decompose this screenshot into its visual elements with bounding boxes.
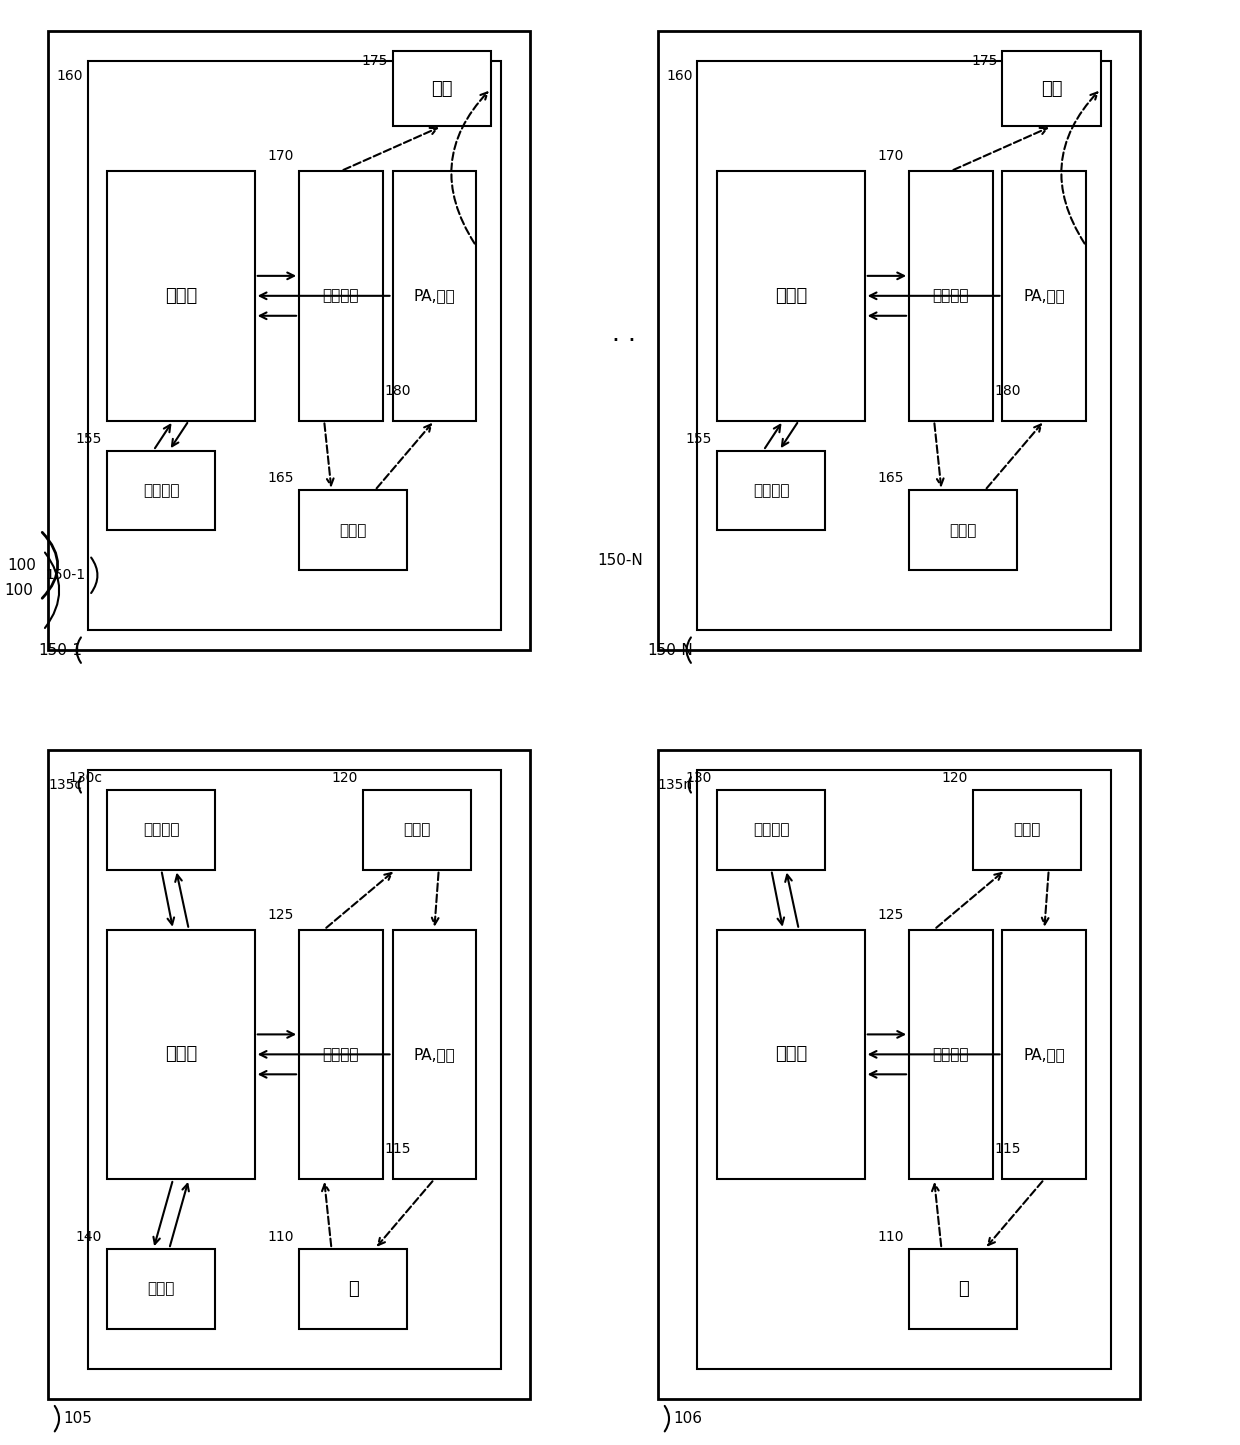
Text: 105: 105 (63, 1412, 92, 1426)
Bar (107, 790, 216, 870)
Text: 状态开关: 状态开关 (322, 1046, 360, 1062)
Text: 谐振器: 谐振器 (950, 523, 977, 538)
Bar (717, 790, 826, 870)
Text: 155: 155 (76, 432, 102, 445)
Text: 100: 100 (5, 582, 33, 598)
Bar (697, 770, 1111, 1368)
Text: PA,匹配: PA,匹配 (413, 1046, 455, 1062)
Text: 谐振器: 谐振器 (340, 523, 367, 538)
Bar (697, 61, 1111, 630)
Text: 150-1: 150-1 (38, 643, 83, 657)
Text: 160: 160 (56, 69, 83, 84)
Text: 150-N: 150-N (647, 643, 693, 657)
Bar (107, 1248, 216, 1329)
Text: 155: 155 (686, 432, 712, 445)
Text: 150-1: 150-1 (46, 568, 86, 582)
Text: 140: 140 (76, 1230, 102, 1244)
Text: 存储器: 存储器 (148, 1282, 175, 1296)
Text: 130: 130 (686, 770, 712, 785)
Bar (107, 171, 254, 420)
Bar (88, 770, 501, 1368)
Bar (1002, 929, 1086, 1179)
Text: 控制器: 控制器 (775, 1045, 807, 1064)
Bar (88, 61, 501, 630)
Text: 控制器: 控制器 (165, 1045, 197, 1064)
Bar (973, 790, 1081, 870)
Text: 状态开关: 状态开关 (932, 289, 970, 303)
Text: 106: 106 (673, 1412, 702, 1426)
Bar (299, 929, 383, 1179)
Bar (1002, 171, 1086, 420)
Text: 谐振器: 谐振器 (1013, 822, 1040, 837)
Text: 通信单元: 通信单元 (143, 822, 180, 837)
Text: 135c: 135c (48, 777, 83, 792)
Text: 180: 180 (384, 383, 412, 397)
Text: · ·: · · (611, 328, 636, 353)
Text: 110: 110 (268, 1230, 294, 1244)
Bar (1002, 51, 1101, 126)
Text: 125: 125 (268, 907, 294, 922)
Text: 状态开关: 状态开关 (322, 289, 360, 303)
Text: PA,匹配: PA,匹配 (1023, 289, 1065, 303)
Bar (48, 32, 531, 650)
Bar (658, 750, 1141, 1399)
Bar (393, 171, 476, 420)
Bar (107, 451, 216, 530)
Text: 160: 160 (666, 69, 693, 84)
Text: 165: 165 (268, 471, 294, 486)
Text: 120: 120 (941, 770, 968, 785)
Text: 控制器: 控制器 (775, 286, 807, 305)
Bar (299, 171, 383, 420)
Text: 170: 170 (268, 149, 294, 163)
Bar (717, 451, 826, 530)
Bar (393, 51, 491, 126)
Text: 175: 175 (971, 55, 997, 68)
Text: 150-N: 150-N (598, 553, 644, 568)
Text: 180: 180 (994, 383, 1021, 397)
Bar (717, 929, 864, 1179)
Text: 125: 125 (878, 907, 904, 922)
Text: 源: 源 (347, 1280, 358, 1298)
Text: PA,匹配: PA,匹配 (1023, 1046, 1065, 1062)
Text: 110: 110 (878, 1230, 904, 1244)
Text: 165: 165 (878, 471, 904, 486)
Bar (909, 490, 1017, 571)
Text: 130c: 130c (68, 770, 102, 785)
Text: 谐振器: 谐振器 (403, 822, 430, 837)
Bar (909, 929, 993, 1179)
Text: 通信单元: 通信单元 (753, 822, 790, 837)
Text: 负载: 负载 (1040, 79, 1063, 98)
Text: 115: 115 (384, 1142, 412, 1156)
Text: 控制器: 控制器 (165, 286, 197, 305)
Bar (393, 929, 476, 1179)
Bar (48, 750, 531, 1399)
Text: 通信单元: 通信单元 (753, 483, 790, 499)
Text: PA,匹配: PA,匹配 (413, 289, 455, 303)
Bar (363, 790, 471, 870)
Text: 100: 100 (7, 558, 36, 572)
Bar (299, 1248, 407, 1329)
Text: 135n: 135n (657, 777, 693, 792)
Text: 通信单元: 通信单元 (143, 483, 180, 499)
Text: 状态开关: 状态开关 (932, 1046, 970, 1062)
Text: 源: 源 (957, 1280, 968, 1298)
Text: 负载: 负载 (432, 79, 453, 98)
Bar (909, 1248, 1017, 1329)
Text: 120: 120 (331, 770, 358, 785)
Bar (107, 929, 254, 1179)
Text: 115: 115 (994, 1142, 1021, 1156)
Text: 170: 170 (878, 149, 904, 163)
Text: 175: 175 (361, 55, 388, 68)
Bar (909, 171, 993, 420)
Bar (299, 490, 407, 571)
Bar (658, 32, 1141, 650)
Bar (717, 171, 864, 420)
